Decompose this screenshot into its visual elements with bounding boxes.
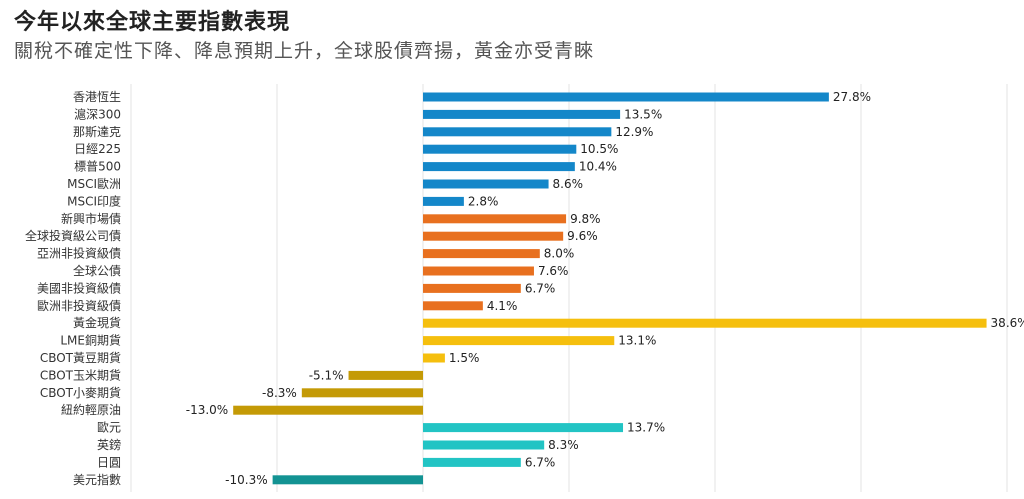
bar xyxy=(423,336,615,346)
bar xyxy=(423,423,624,433)
bar xyxy=(423,109,621,119)
value-label: 1.5% xyxy=(449,351,480,365)
bar xyxy=(423,231,564,241)
bar xyxy=(423,318,987,328)
bars xyxy=(233,92,987,485)
value-label: 10.4% xyxy=(579,160,617,174)
category-label: 美國非投資級債 xyxy=(37,280,121,295)
value-label: 27.8% xyxy=(833,90,871,104)
category-label: 全球公債 xyxy=(73,263,121,278)
category-label: 亞洲非投資級債 xyxy=(37,246,121,261)
bar xyxy=(423,440,545,450)
category-label: 日經225 xyxy=(74,142,121,156)
category-label: CBOT黃豆期貨 xyxy=(40,350,121,365)
bar xyxy=(423,127,612,137)
category-label: LME銅期貨 xyxy=(60,333,121,348)
bar xyxy=(423,283,521,293)
value-label: 12.9% xyxy=(615,125,653,139)
value-label: 38.6% xyxy=(991,316,1024,330)
value-label: -10.3% xyxy=(225,473,267,487)
bar xyxy=(423,92,829,102)
category-label: 那斯達克 xyxy=(73,125,121,139)
value-label: -13.0% xyxy=(186,403,228,417)
value-label: 6.7% xyxy=(525,455,556,469)
category-label: 日圓 xyxy=(97,455,121,469)
bar xyxy=(423,266,534,276)
value-label: 9.6% xyxy=(567,229,598,243)
category-label: 香港恆生 xyxy=(73,90,121,104)
value-label: 13.1% xyxy=(618,334,656,348)
bar xyxy=(423,144,577,154)
category-label: MSCI印度 xyxy=(67,193,121,208)
value-labels: 27.8% 13.5% 12.9% 10.5% 10.4% 8.6% 2.8% 9.8% 9.6… xyxy=(186,90,1024,487)
category-label: 紐約輕原油 xyxy=(61,402,121,417)
bar xyxy=(423,214,567,224)
bar xyxy=(348,370,423,380)
value-label: 7.6% xyxy=(538,264,569,278)
bar xyxy=(233,405,423,415)
bar xyxy=(423,196,464,206)
category-label: CBOT小麥期貨 xyxy=(40,385,121,400)
category-label: 全球投資級公司債 xyxy=(25,228,121,243)
bar xyxy=(301,388,423,398)
category-label: 英鎊 xyxy=(97,437,121,452)
value-label: 13.7% xyxy=(627,421,665,435)
bar xyxy=(423,162,575,172)
value-label: -5.1% xyxy=(309,368,344,382)
category-label: 美元指數 xyxy=(73,472,121,487)
bar xyxy=(423,249,540,259)
value-label: 13.5% xyxy=(624,107,662,121)
category-label: MSCI歐洲 xyxy=(67,176,121,191)
value-label: 8.6% xyxy=(553,177,584,191)
category-label: CBOT玉米期貨 xyxy=(40,367,121,382)
value-label: -8.3% xyxy=(262,386,297,400)
chart-title: 今年以來全球主要指數表現 xyxy=(14,10,291,35)
value-label: 4.1% xyxy=(487,299,518,313)
value-label: 8.0% xyxy=(544,247,575,261)
value-label: 6.7% xyxy=(525,281,556,295)
value-label: 9.8% xyxy=(570,212,601,226)
bar xyxy=(423,353,445,363)
chart-subtitle: 關稅不確定性下降、降息預期上升，全球股債齊揚，黃金亦受青睞 xyxy=(14,40,595,62)
bar xyxy=(423,179,549,189)
bar xyxy=(423,457,521,467)
category-label: 標普500 xyxy=(74,160,121,174)
value-label: 2.8% xyxy=(468,194,499,208)
bar xyxy=(272,475,423,485)
category-label: 新興市場債 xyxy=(61,211,121,226)
bar xyxy=(423,301,483,311)
category-label: 歐元 xyxy=(97,420,121,435)
category-label: 歐洲非投資級債 xyxy=(37,298,121,313)
value-label: 10.5% xyxy=(580,142,618,156)
category-label: 滬深300 xyxy=(74,106,121,121)
category-label: 黃金現貨 xyxy=(73,315,121,330)
value-label: 8.3% xyxy=(548,438,579,452)
